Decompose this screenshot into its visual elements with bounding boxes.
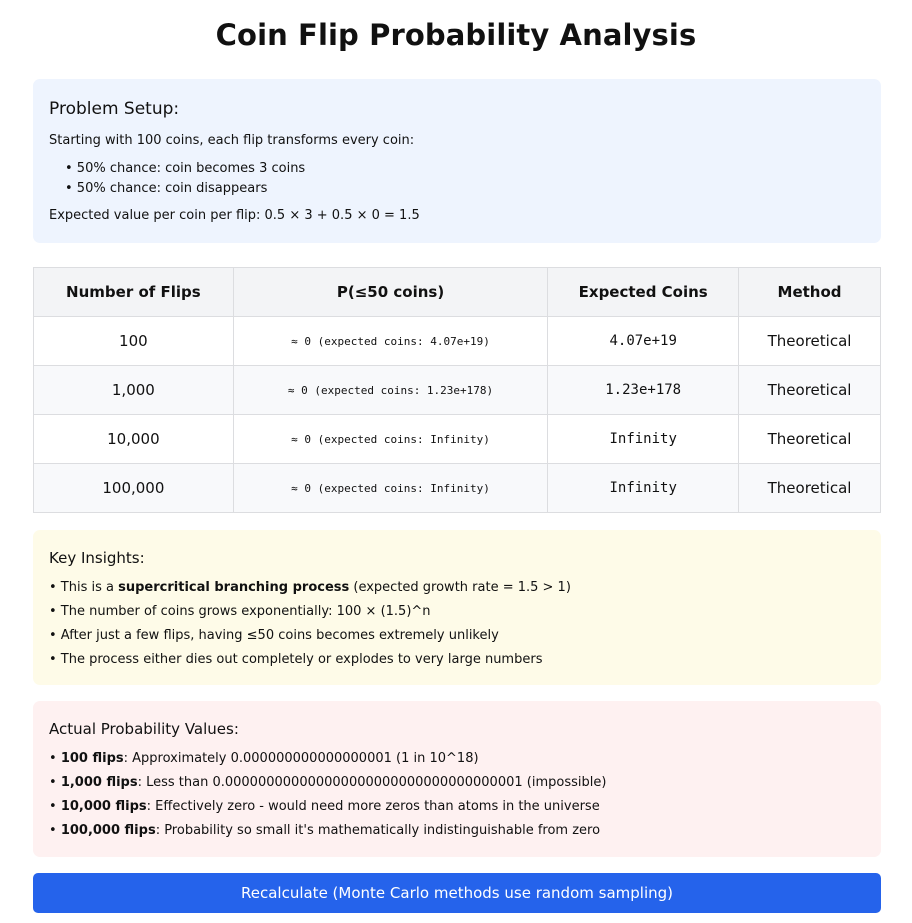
cell-expected: Infinity xyxy=(547,414,740,464)
actual-probability-panel: Actual Probability Values: • 100 flips: … xyxy=(33,701,881,857)
actual-heading: Actual Probability Values: xyxy=(49,720,239,738)
bullet: • xyxy=(49,751,61,766)
actual-item: • 10,000 flips: Effectively zero - would… xyxy=(49,799,600,814)
actual-label: 1,000 flips xyxy=(60,775,138,790)
cell-probability: ≈ 0 (expected coins: 1.23e+178) xyxy=(232,365,549,415)
actual-label: 100 flips xyxy=(60,751,124,766)
table-row: 100,000 ≈ 0 (expected coins: Infinity) I… xyxy=(33,463,881,513)
cell-flips: 10,000 xyxy=(33,414,234,464)
setup-bullet: • 50% chance: coin becomes 3 coins xyxy=(65,161,306,176)
table-row: 1,000 ≈ 0 (expected coins: 1.23e+178) 1.… xyxy=(33,365,881,415)
actual-item: • 100,000 flips: Probability so small it… xyxy=(49,823,600,838)
bullet: • xyxy=(49,799,61,814)
insight-item: • This is a supercritical branching proc… xyxy=(49,580,571,595)
cell-method: Theoretical xyxy=(738,365,881,415)
header-method: Method xyxy=(738,267,881,317)
header-expected: Expected Coins xyxy=(547,267,740,317)
cell-flips: 100,000 xyxy=(33,463,234,513)
cell-method: Theoretical xyxy=(738,414,881,464)
cell-flips: 1,000 xyxy=(33,365,234,415)
cell-flips: 100 xyxy=(33,316,234,366)
insight-text: (expected growth rate = 1.5 > 1) xyxy=(349,580,571,595)
header-probability: P(≤50 coins) xyxy=(232,267,549,317)
actual-item: • 100 flips: Approximately 0.00000000000… xyxy=(49,751,479,766)
setup-bullet: • 50% chance: coin disappears xyxy=(65,181,268,196)
table-row: 10,000 ≈ 0 (expected coins: Infinity) In… xyxy=(33,414,881,464)
insight-item: • The number of coins grows exponentiall… xyxy=(49,604,431,619)
cell-probability: ≈ 0 (expected coins: 4.07e+19) xyxy=(232,316,549,366)
problem-setup-panel: Problem Setup: Starting with 100 coins, … xyxy=(33,79,881,243)
actual-label: 100,000 flips xyxy=(60,823,156,838)
cell-expected: 4.07e+19 xyxy=(547,316,740,366)
cell-method: Theoretical xyxy=(738,316,881,366)
header-flips: Number of Flips xyxy=(33,267,234,317)
actual-label: 10,000 flips xyxy=(60,799,147,814)
actual-text: : Less than 0.00000000000000000000000000… xyxy=(137,775,607,790)
cell-method: Theoretical xyxy=(738,463,881,513)
cell-probability: ≈ 0 (expected coins: Infinity) xyxy=(232,463,549,513)
setup-heading: Problem Setup: xyxy=(49,99,180,119)
setup-expected-value: Expected value per coin per flip: 0.5 × … xyxy=(49,208,420,223)
recalculate-button[interactable]: Recalculate (Monte Carlo methods use ran… xyxy=(33,873,881,913)
setup-intro: Starting with 100 coins, each flip trans… xyxy=(49,133,415,148)
cell-expected: Infinity xyxy=(547,463,740,513)
actual-text: : Effectively zero - would need more zer… xyxy=(146,799,600,814)
bullet: • xyxy=(49,823,61,838)
key-insights-panel: Key Insights: • This is a supercritical … xyxy=(33,530,881,685)
cell-probability: ≈ 0 (expected coins: Infinity) xyxy=(232,414,549,464)
table-header-row: Number of Flips P(≤50 coins) Expected Co… xyxy=(33,267,881,317)
insights-heading: Key Insights: xyxy=(49,549,145,567)
bullet: • xyxy=(49,775,61,790)
actual-text: : Approximately 0.000000000000000001 (1 … xyxy=(123,751,479,766)
insight-bold: supercritical branching process xyxy=(118,580,350,595)
results-table: Number of Flips P(≤50 coins) Expected Co… xyxy=(33,267,881,513)
cell-expected: 1.23e+178 xyxy=(547,365,740,415)
insight-text: • This is a xyxy=(49,580,119,595)
actual-text: : Probability so small it's mathematical… xyxy=(155,823,601,838)
insight-item: • After just a few flips, having ≤50 coi… xyxy=(49,628,499,643)
insight-item: • The process either dies out completely… xyxy=(49,652,543,667)
page-title: Coin Flip Probability Analysis xyxy=(215,18,697,52)
actual-item: • 1,000 flips: Less than 0.0000000000000… xyxy=(49,775,606,790)
table-row: 100 ≈ 0 (expected coins: 4.07e+19) 4.07e… xyxy=(33,316,881,366)
